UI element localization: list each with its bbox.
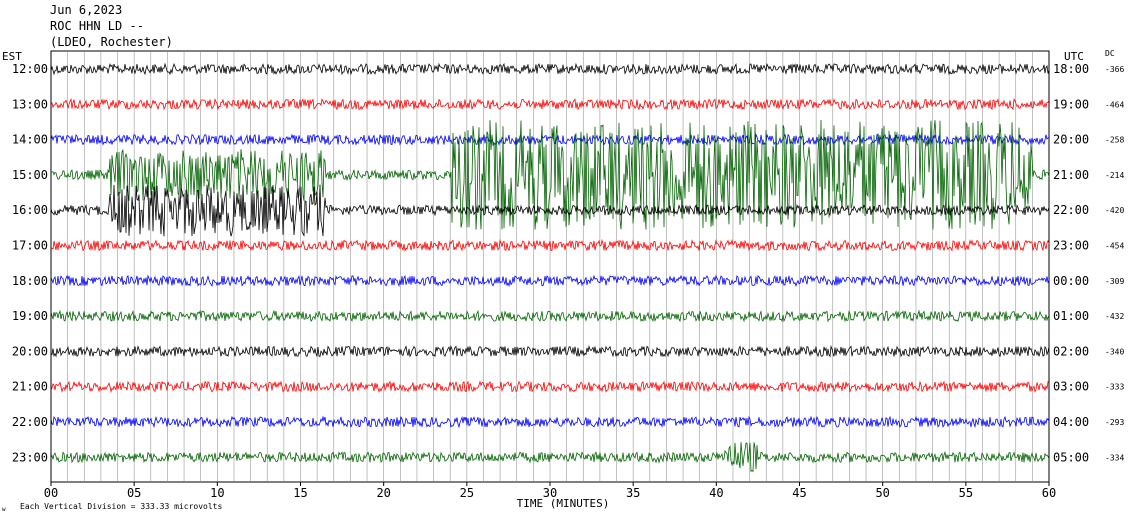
dc-offset-label: -366 bbox=[1105, 65, 1124, 74]
x-tick-label: 30 bbox=[543, 486, 557, 500]
scale-note: Each Vertical Division = 333.33 microvol… bbox=[20, 502, 222, 511]
utc-time-label: 03:00 bbox=[1053, 380, 1089, 394]
row-labels: 12:00 18:00 -366 13:00 19:00 -464 14:00 20:00 -2… bbox=[12, 62, 1125, 464]
utc-time-label: 19:00 bbox=[1053, 97, 1089, 111]
x-tick-label: 10 bbox=[210, 486, 224, 500]
trace-line bbox=[50, 238, 1050, 252]
utc-time-label: 23:00 bbox=[1053, 239, 1089, 253]
dc-offset-label: -309 bbox=[1105, 277, 1124, 286]
dc-offset-label: -432 bbox=[1105, 312, 1124, 321]
utc-time-label: 00:00 bbox=[1053, 274, 1089, 288]
dc-offset-label: -258 bbox=[1105, 136, 1124, 145]
trace-line bbox=[50, 344, 1050, 358]
utc-time-label: 05:00 bbox=[1053, 450, 1089, 464]
est-time-label: 21:00 bbox=[12, 380, 48, 394]
utc-time-label: 20:00 bbox=[1053, 133, 1089, 147]
trace-line bbox=[50, 380, 1050, 394]
dc-offset-label: -340 bbox=[1105, 347, 1124, 356]
est-time-label: 22:00 bbox=[12, 415, 48, 429]
x-tick-label: 40 bbox=[709, 486, 723, 500]
est-time-label: 15:00 bbox=[12, 168, 48, 182]
x-tick-label: 05 bbox=[127, 486, 141, 500]
trace-line bbox=[50, 415, 1050, 429]
dc-offset-label: -214 bbox=[1105, 171, 1124, 180]
trace-line bbox=[50, 97, 1050, 111]
header-station: ROC HHN LD -- bbox=[50, 19, 144, 33]
x-tick-label: 55 bbox=[959, 486, 973, 500]
est-time-label: 17:00 bbox=[12, 239, 48, 253]
x-tick-label: 25 bbox=[460, 486, 474, 500]
est-time-label: 19:00 bbox=[12, 309, 48, 323]
utc-time-label: 04:00 bbox=[1053, 415, 1089, 429]
est-time-label: 16:00 bbox=[12, 203, 48, 217]
dc-offset-label: -454 bbox=[1105, 242, 1124, 251]
x-tick-label: 15 bbox=[293, 486, 307, 500]
x-tick-label: 45 bbox=[792, 486, 806, 500]
utc-time-label: 01:00 bbox=[1053, 309, 1089, 323]
seismic-traces bbox=[50, 62, 1050, 473]
utc-time-label: 21:00 bbox=[1053, 168, 1089, 182]
est-time-label: 13:00 bbox=[12, 97, 48, 111]
est-time-label: 23:00 bbox=[12, 450, 48, 464]
utc-time-label: 22:00 bbox=[1053, 203, 1089, 217]
trace-line bbox=[50, 62, 1050, 76]
dc-offset-label: -334 bbox=[1105, 453, 1124, 462]
utc-time-label: 18:00 bbox=[1053, 62, 1089, 76]
trace-line bbox=[50, 184, 1050, 237]
left-axis-label: EST bbox=[2, 50, 22, 63]
x-tick-label: 35 bbox=[626, 486, 640, 500]
dc-offset-label: -420 bbox=[1105, 206, 1124, 215]
x-axis-label: TIME (MINUTES) bbox=[517, 497, 610, 510]
est-time-label: 14:00 bbox=[12, 133, 48, 147]
header-network: (LDEO, Rochester) bbox=[50, 35, 173, 49]
dc-offset-label: -333 bbox=[1105, 383, 1124, 392]
est-time-label: 18:00 bbox=[12, 274, 48, 288]
est-time-label: 12:00 bbox=[12, 62, 48, 76]
trace-line bbox=[50, 442, 1050, 473]
trace-line bbox=[51, 119, 1050, 230]
corner-mark: w bbox=[2, 506, 6, 513]
x-tick-label: 00 bbox=[44, 486, 58, 500]
x-axis-ticks: 00 05 10 15 20 25 30 35 40 45 50 55 60 bbox=[44, 482, 1056, 500]
est-time-label: 20:00 bbox=[12, 344, 48, 358]
dc-offset-label: -464 bbox=[1105, 100, 1124, 109]
x-tick-label: 50 bbox=[875, 486, 889, 500]
right-axis-label: UTC bbox=[1064, 50, 1084, 63]
dc-label: DC bbox=[1105, 49, 1115, 58]
trace-line bbox=[50, 274, 1050, 288]
minute-gridlines bbox=[67, 52, 1033, 481]
x-tick-label: 20 bbox=[376, 486, 390, 500]
dc-offset-label: -293 bbox=[1105, 418, 1124, 427]
x-tick-label: 60 bbox=[1042, 486, 1056, 500]
header-date: Jun 6,2023 bbox=[50, 3, 122, 17]
utc-time-label: 02:00 bbox=[1053, 344, 1089, 358]
trace-line bbox=[50, 309, 1050, 323]
